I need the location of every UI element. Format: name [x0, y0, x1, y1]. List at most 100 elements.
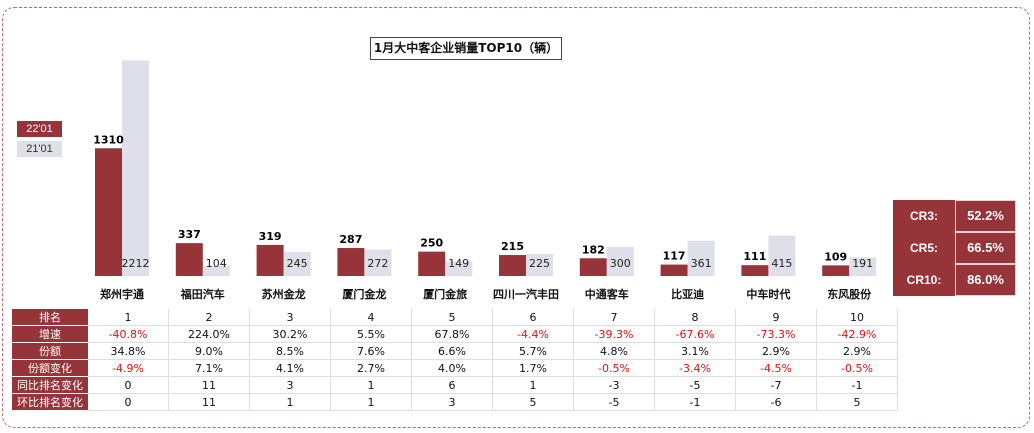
category-label-8: 中车时代 [746, 287, 790, 301]
legend-item-2021: 21'01 [17, 141, 62, 157]
data-label-2021-6: 300 [610, 257, 631, 270]
table-cell: 0 [88, 376, 169, 394]
cr3-value: 52.2% [955, 200, 1016, 232]
table-cell: 5.7% [492, 342, 574, 360]
chart-title: 1月大中客企业销量TOP10（辆） [370, 37, 562, 60]
category-label-4: 厦门金旅 [423, 287, 467, 301]
data-label-2021-3: 272 [367, 257, 388, 270]
table-cell: -7 [735, 376, 817, 394]
table-row: 份额变化 -4.9% 7.1% 4.1% 2.7% 4.0% 1.7% -0.5% -3.4% -… [12, 359, 898, 377]
table-cell: 0 [88, 393, 169, 411]
table-cell: 5 [492, 393, 574, 411]
table-cell: 1 [249, 393, 331, 411]
table-cell: -1 [816, 376, 898, 394]
category-label-0: 郑州宇通 [100, 287, 144, 301]
category-label-1: 福田汽车 [180, 287, 225, 301]
cr5-value: 66.5% [955, 232, 1016, 264]
cr3-row: CR3: 52.2% [893, 200, 1016, 232]
bar-2022-5 [499, 255, 526, 276]
table-row: 环比排名变化 0 11 1 1 3 5 -5 -1 -6 5 [12, 393, 898, 411]
table-cell: 5 [816, 393, 898, 411]
table-cell: 8.5% [249, 342, 331, 360]
data-label-2022-5: 215 [501, 240, 524, 253]
bar-2021-0 [122, 60, 149, 276]
table-cell: -6 [735, 393, 817, 411]
table-cell: 5.5% [330, 325, 412, 343]
table-cell: -67.6% [654, 325, 736, 343]
cr3-label: CR3: [909, 209, 938, 223]
table-cell: -3 [573, 376, 655, 394]
table-cell: -40.8% [88, 325, 169, 343]
table-cell: 8 [654, 309, 736, 326]
table-cell: 6.6% [411, 342, 493, 360]
table-cell: -0.5% [816, 359, 898, 377]
data-label-2021-4: 149 [448, 257, 469, 270]
data-label-2021-0: 2212 [122, 257, 150, 270]
table-cell: 34.8% [88, 342, 169, 360]
bar-2022-0 [95, 148, 122, 276]
category-label-5: 四川一汽丰田 [493, 287, 559, 301]
row-header: 份额 [12, 342, 88, 360]
table-cell: 11 [168, 376, 250, 394]
table-cell: 1 [492, 376, 574, 394]
table-row: 份额 34.8% 9.0% 8.5% 7.6% 6.6% 5.7% 4.8% 3.1% 2.9% 2… [12, 342, 898, 360]
category-label-9: 东风股份 [827, 287, 872, 301]
table-row: 同比排名变化 0 11 3 1 6 1 -3 -5 -7 -1 [12, 376, 898, 394]
bar-2021-6 [606, 246, 634, 276]
bar-2022-1 [175, 243, 203, 276]
table-cell: 4.0% [411, 359, 493, 377]
table-cell: 4 [330, 309, 412, 326]
row-header: 环比排名变化 [12, 393, 88, 411]
table-cell: 2.9% [816, 342, 898, 360]
category-label-7: 比亚迪 [671, 287, 704, 301]
data-label-2022-1: 337 [178, 228, 201, 241]
bar-2021-5 [526, 254, 553, 276]
data-label-2021-5: 225 [529, 257, 550, 270]
table-cell: -1 [654, 393, 736, 411]
table-cell: -5 [573, 393, 655, 411]
table-cell: 6 [492, 309, 574, 326]
table-cell: -5 [654, 376, 736, 394]
bar-2022-8 [741, 265, 769, 276]
data-label-2021-7: 361 [691, 257, 712, 270]
table-cell: 2.7% [330, 359, 412, 377]
category-label-2: 苏州金龙 [262, 287, 306, 301]
table-cell: 4.8% [573, 342, 655, 360]
bar-2021-4 [445, 261, 473, 276]
data-label-2021-9: 191 [852, 257, 873, 270]
category-label-6: 中通客车 [585, 287, 629, 301]
data-label-2022-2: 319 [259, 230, 282, 243]
bar-2021-9 [849, 257, 877, 276]
cr10-value: 86.0% [955, 264, 1016, 296]
table-cell: -39.3% [573, 325, 655, 343]
table-row: 增速 -40.8% 224.0% 30.2% 5.5% 67.8% -4.4% -39.3% -… [12, 325, 898, 343]
table-cell: -73.3% [735, 325, 817, 343]
table-cell: 11 [168, 393, 250, 411]
table-cell: -4.9% [88, 359, 169, 377]
row-header: 同比排名变化 [12, 376, 88, 394]
table-cell: -3.4% [654, 359, 736, 377]
table-cell: 2 [168, 309, 250, 326]
table-cell: 2.9% [735, 342, 817, 360]
table-cell: 3.1% [654, 342, 736, 360]
legend-item-2022: 22'01 [17, 121, 62, 137]
cr10-row: CR10: 86.0% [893, 264, 1016, 296]
table-cell: 224.0% [168, 325, 250, 343]
bar-2021-1 [202, 265, 230, 276]
data-label-2022-8: 111 [743, 250, 766, 263]
bar-2021-3 [364, 249, 392, 276]
data-label-2021-1: 104 [206, 257, 227, 270]
table-cell: 7.1% [168, 359, 250, 377]
table-cell: 3 [411, 393, 493, 411]
table-cell: 3 [249, 376, 331, 394]
concentration-box: CR3: 52.2% CR5: 66.5% CR10: 86.0% [893, 200, 1016, 296]
table-cell: 9 [735, 309, 817, 326]
bar-2021-7 [687, 240, 715, 276]
bar-2022-6 [579, 258, 607, 276]
table-cell: -4.5% [735, 359, 817, 377]
bar-2022-3 [337, 248, 365, 276]
table-cell: 9.0% [168, 342, 250, 360]
bar-2021-8 [768, 235, 796, 276]
row-header: 排名 [12, 309, 88, 326]
data-label-2022-7: 117 [663, 250, 686, 263]
